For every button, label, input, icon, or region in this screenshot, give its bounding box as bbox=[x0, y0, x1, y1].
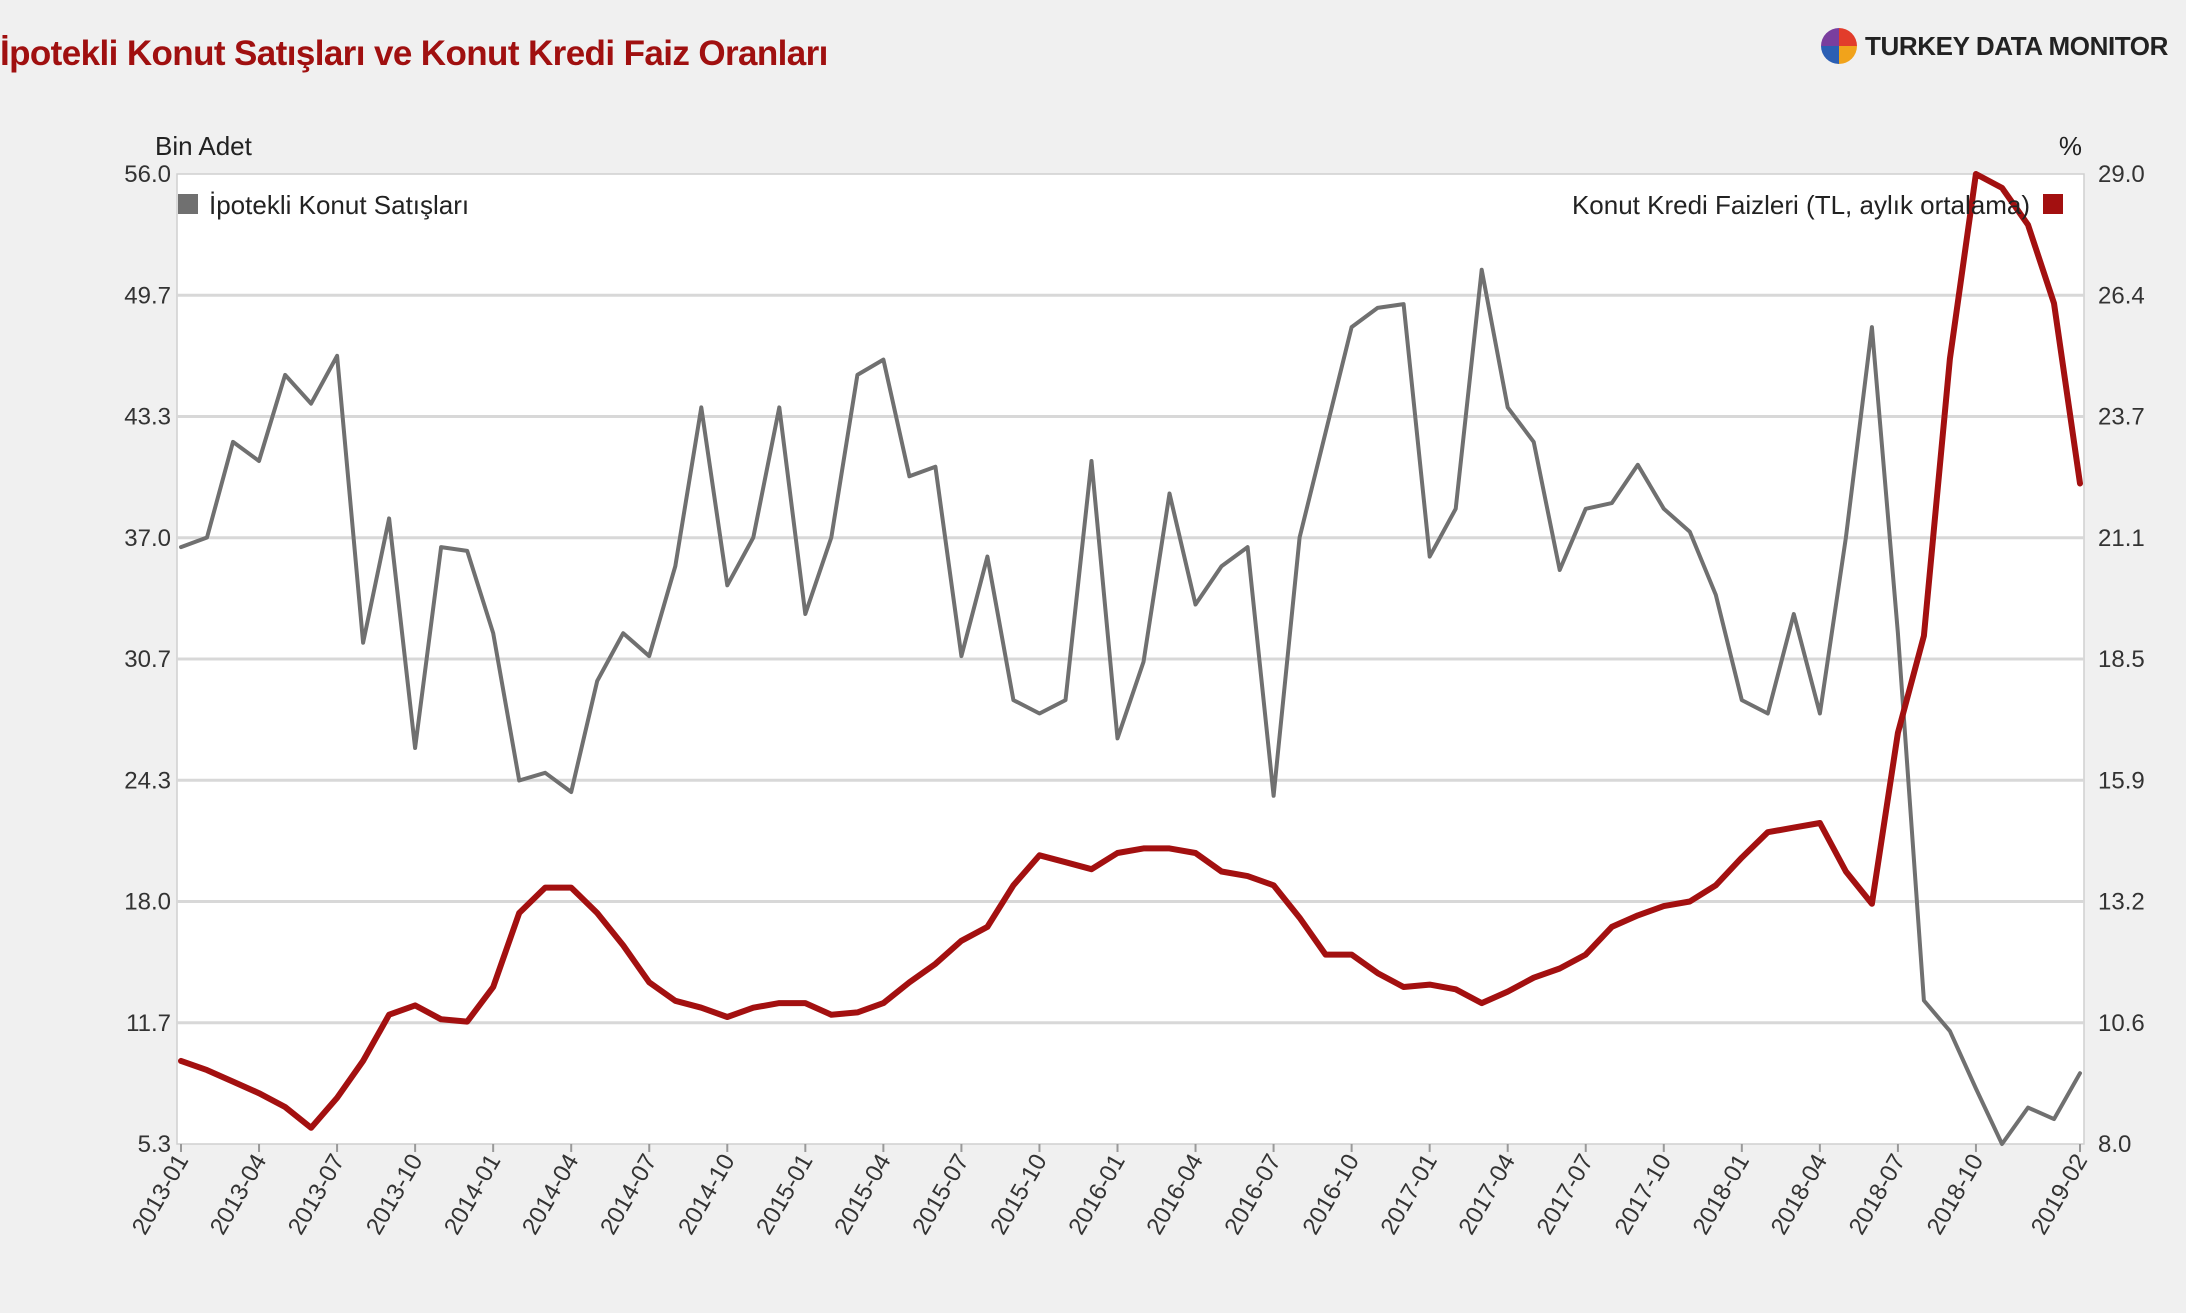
x-tick-label: 2017-07 bbox=[1532, 1150, 1599, 1240]
left-tick-label: 24.3 bbox=[124, 767, 171, 794]
x-tick-label: 2015-01 bbox=[751, 1150, 818, 1240]
legend-label-sales: İpotekli Konut Satışları bbox=[209, 190, 469, 220]
x-tick-label: 2018-01 bbox=[1688, 1150, 1755, 1240]
legend-label-rates: Konut Kredi Faizleri (TL, aylık ortalama… bbox=[1572, 190, 2030, 220]
legend-rates: Konut Kredi Faizleri (TL, aylık ortalama… bbox=[1572, 190, 2063, 220]
left-tick-label: 56.0 bbox=[124, 161, 171, 188]
series-lines bbox=[178, 171, 2083, 1146]
right-tick-label: 13.2 bbox=[2098, 889, 2145, 916]
series-line-sales bbox=[179, 267, 2082, 1146]
x-tick-label: 2018-10 bbox=[1922, 1150, 1989, 1240]
left-axis: 56.0 49.7 43.3 37.0 30.7 24.3 18.0 11.7 5.3 bbox=[124, 161, 171, 1158]
x-tick-label: 2015-07 bbox=[907, 1150, 974, 1240]
x-tick-label: 2013-01 bbox=[127, 1150, 194, 1240]
right-tick-label: 26.4 bbox=[2098, 282, 2145, 309]
x-tick-label: 2014-04 bbox=[517, 1150, 584, 1240]
x-tick-label: 2016-07 bbox=[1219, 1150, 1286, 1240]
x-tick-label: 2016-01 bbox=[1063, 1150, 1130, 1240]
x-tick-label: 2017-01 bbox=[1375, 1150, 1442, 1240]
x-tick-label: 2016-10 bbox=[1297, 1150, 1364, 1240]
x-tick-label: 2016-04 bbox=[1141, 1150, 1208, 1240]
left-tick-label: 43.3 bbox=[124, 404, 171, 431]
right-tick-label: 23.7 bbox=[2098, 404, 2145, 431]
x-tick-label: 2013-04 bbox=[205, 1150, 272, 1240]
x-tick-label: 2014-10 bbox=[673, 1150, 740, 1240]
right-axis-unit: % bbox=[2059, 131, 2082, 161]
right-tick-label: 21.1 bbox=[2098, 525, 2145, 552]
chart-title: İpotekli Konut Satışları ve Konut Kredi … bbox=[0, 34, 828, 73]
legend-swatch-rates bbox=[2043, 194, 2063, 214]
x-tick-label: 2015-04 bbox=[829, 1150, 896, 1240]
x-tick-label: 2019-02 bbox=[2026, 1150, 2093, 1240]
left-tick-label: 37.0 bbox=[124, 525, 171, 552]
x-tick-label: 2013-07 bbox=[283, 1150, 350, 1240]
right-tick-label: 15.9 bbox=[2098, 767, 2145, 794]
x-axis: 2013-01 2013-04 2013-07 2013-10 2014-01 2014-… bbox=[127, 1144, 2093, 1239]
brand-name: TURKEY DATA MONITOR bbox=[1865, 30, 2168, 61]
x-tick-label: 2014-07 bbox=[595, 1150, 662, 1240]
x-tick-label: 2014-01 bbox=[439, 1150, 506, 1240]
legend-sales: İpotekli Konut Satışları bbox=[178, 190, 469, 220]
left-tick-label: 5.3 bbox=[138, 1131, 171, 1158]
x-tick-label: 2013-10 bbox=[361, 1150, 428, 1240]
pie-logo-icon bbox=[1821, 28, 1858, 64]
left-tick-label: 18.0 bbox=[124, 889, 171, 916]
left-axis-unit: Bin Adet bbox=[155, 131, 253, 161]
x-tick-label: 2018-04 bbox=[1766, 1150, 1833, 1240]
right-tick-label: 29.0 bbox=[2098, 161, 2145, 188]
right-tick-label: 8.0 bbox=[2098, 1131, 2131, 1158]
right-tick-label: 10.6 bbox=[2098, 1010, 2145, 1037]
x-tick-label: 2018-07 bbox=[1844, 1150, 1911, 1240]
legend-swatch-sales bbox=[178, 194, 198, 214]
x-tick-label: 2017-10 bbox=[1610, 1150, 1677, 1240]
x-tick-label: 2015-10 bbox=[985, 1150, 1052, 1240]
right-tick-label: 18.5 bbox=[2098, 646, 2145, 673]
series-line-rates bbox=[178, 171, 2083, 1131]
gridlines bbox=[177, 293, 2084, 1025]
right-axis: 29.0 26.4 23.7 21.1 18.5 15.9 13.2 10.6 8.0 bbox=[2098, 161, 2145, 1158]
x-tick-label: 2017-04 bbox=[1453, 1150, 1520, 1240]
left-tick-label: 30.7 bbox=[124, 646, 171, 673]
left-tick-label: 49.7 bbox=[124, 282, 171, 309]
left-tick-label: 11.7 bbox=[126, 1010, 171, 1037]
brand-logo: TURKEY DATA MONITOR bbox=[1819, 26, 2168, 66]
